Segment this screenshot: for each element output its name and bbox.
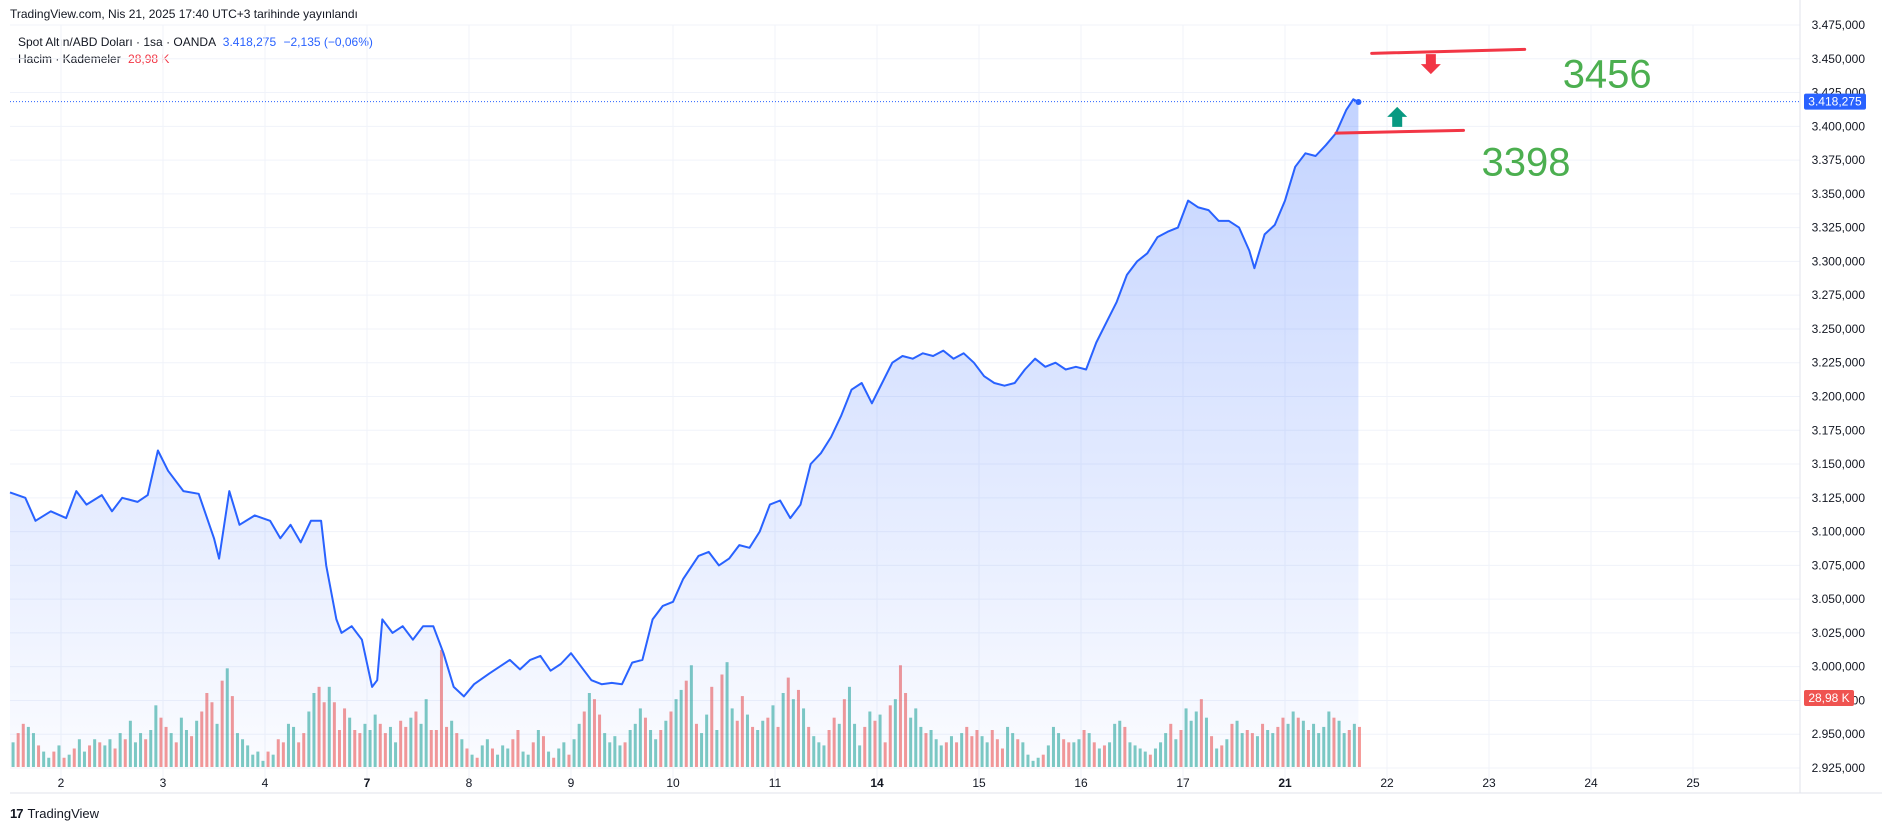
time-tick-label: 25 [1686, 776, 1700, 790]
time-tick-label: 17 [1176, 776, 1190, 790]
time-axis[interactable]: 2 3 4 7 8 9 10 11 14 15 16 17 21 22 23 24 25 [58, 776, 1700, 790]
time-tick-label: 3 [160, 776, 167, 790]
time-tick-label: 11 [769, 776, 782, 790]
time-tick-label: 22 [1380, 776, 1394, 790]
price-tick-label: 2.925,000 [1812, 761, 1866, 775]
price-tick-label: 3.450,000 [1812, 52, 1866, 66]
brand-name: TradingView [27, 806, 100, 821]
price-tick-label: 3.025,000 [1812, 626, 1866, 640]
price-tick-label: 3.325,000 [1812, 221, 1866, 235]
price-tick-label: 3.375,000 [1812, 153, 1866, 167]
time-tick-label: 21 [1278, 776, 1292, 790]
time-tick-label: 7 [364, 776, 371, 790]
price-tick-label: 3.175,000 [1812, 423, 1866, 437]
time-tick-label: 9 [568, 776, 575, 790]
chart-legend: Spot Altın/ABD Doları · 1sa · OANDA 3.41… [18, 34, 373, 68]
price-tick-label: 3.075,000 [1812, 558, 1866, 572]
price-tick-label: 3.225,000 [1812, 356, 1866, 370]
price-tick-label: 2.950,000 [1812, 727, 1866, 741]
legend-price: 3.418,275 [222, 35, 277, 49]
price-tick-label: 3.475,000 [1812, 18, 1866, 32]
price-area [9, 98, 1800, 768]
resistance-line [1370, 47, 1527, 55]
arrow-down-icon [1420, 54, 1441, 75]
legend-symbol[interactable]: Spot Altın/ABD Doları · 1sa · OANDA [18, 35, 216, 49]
volume-badge [1804, 690, 1854, 706]
price-tick-label: 3.250,000 [1812, 322, 1866, 336]
support-label: 3398 [1482, 140, 1571, 184]
price-tick-label: 3.300,000 [1812, 254, 1866, 268]
time-tick-label: 4 [262, 776, 269, 790]
price-tick-label: 3.150,000 [1812, 457, 1866, 471]
time-tick-label: 23 [1482, 776, 1496, 790]
axis-badges: 3.418,275 28,98 K [1804, 93, 1866, 706]
arrow-up-icon [1387, 106, 1408, 127]
annotations: 3456 3398 [1334, 47, 1652, 184]
volume-badge-label: 28,98 K [1808, 691, 1849, 705]
price-tick-label: 3.050,000 [1812, 592, 1866, 606]
time-tick-label: 10 [666, 776, 680, 790]
time-tick-label: 2 [58, 776, 65, 790]
volume-bar [1357, 726, 1361, 767]
resistance-label: 3456 [1563, 52, 1652, 96]
publish-info: TradingView.com, Nis 21, 2025 17:40 UTC+… [10, 7, 358, 21]
price-tick-label: 3.275,000 [1812, 288, 1866, 302]
price-tick-label: 3.350,000 [1812, 187, 1866, 201]
time-tick-label: 14 [870, 776, 884, 790]
time-tick-label: 24 [1584, 776, 1598, 790]
price-badge [1804, 93, 1866, 110]
time-tick-label: 15 [972, 776, 986, 790]
price-tick-label: 3.000,000 [1812, 660, 1866, 674]
legend-change: −2,135 (−0,06%) [283, 35, 373, 49]
time-tick-label: 16 [1074, 776, 1088, 790]
price-tick-label: 3.200,000 [1812, 390, 1866, 404]
price-tick-label: 3.100,000 [1812, 525, 1866, 539]
price-badge-label: 3.418,275 [1808, 95, 1862, 109]
price-axis[interactable]: 2.925,0002.950,0002.975,0003.000,0003.02… [1812, 18, 1866, 775]
footer-brand[interactable]: 17 TradingView [10, 806, 99, 821]
price-tick-label: 3.400,000 [1812, 119, 1866, 133]
area-fill [10, 99, 1359, 768]
support-line [1334, 128, 1465, 135]
price-tick-label: 3.125,000 [1812, 491, 1866, 505]
last-price-dot [1355, 99, 1362, 106]
time-tick-label: 8 [466, 776, 473, 790]
price-line [9, 98, 1359, 698]
legend-symbol-row: Spot Altın/ABD Doları · 1sa · OANDA 3.41… [18, 34, 373, 51]
tradingview-logo-icon: 17 [10, 806, 24, 821]
